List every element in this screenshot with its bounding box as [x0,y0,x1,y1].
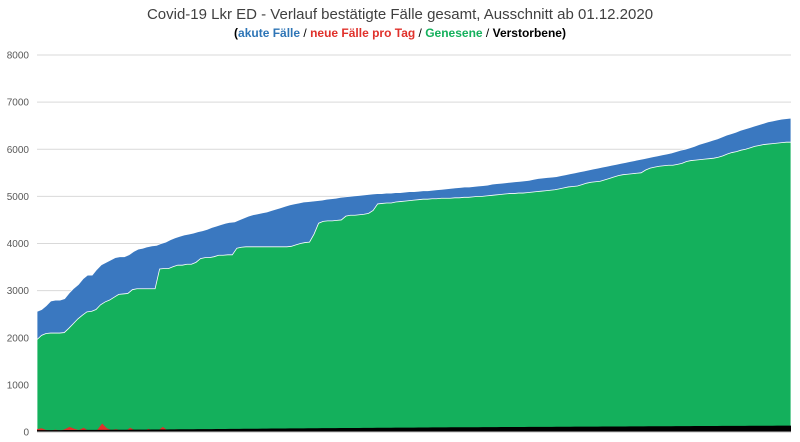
chart-subtitle: (akute Fälle / neue Fälle pro Tag / Gene… [0,26,800,40]
y-tick-label: 1000 [7,380,30,391]
legend-separator: / [300,26,311,40]
y-tick-label: 4000 [7,239,30,250]
legend-label-akute: akute Fälle [238,26,301,40]
chart-areas [36,117,792,433]
y-tick-label: 5000 [7,192,30,203]
subtitle-close-paren: ) [561,26,566,40]
y-axis: 0 1000 2000 3000 4000 5000 6000 7000 8000 [7,51,30,439]
y-tick-label: 2000 [7,333,30,344]
y-tick-label: 7000 [7,98,30,109]
legend-label-neue: neue Fälle pro Tag [310,26,416,40]
legend-separator: / [415,26,426,40]
legend-label-genesene: Genesene [425,26,483,40]
y-tick-label: 3000 [7,286,30,297]
series-area-genesene [36,141,792,433]
series-area-verstorbene [37,425,791,432]
y-tick-label: 6000 [7,145,30,156]
subtitle-open-paren: ( [234,26,239,40]
y-tick-label: 0 [23,428,29,439]
legend-separator: / [482,26,493,40]
chart-title: Covid-19 Lkr ED - Verlauf bestätigte Fäl… [146,6,654,23]
legend-label-verstorbene: Verstorbene [492,26,562,40]
y-tick-label: 8000 [7,51,30,62]
